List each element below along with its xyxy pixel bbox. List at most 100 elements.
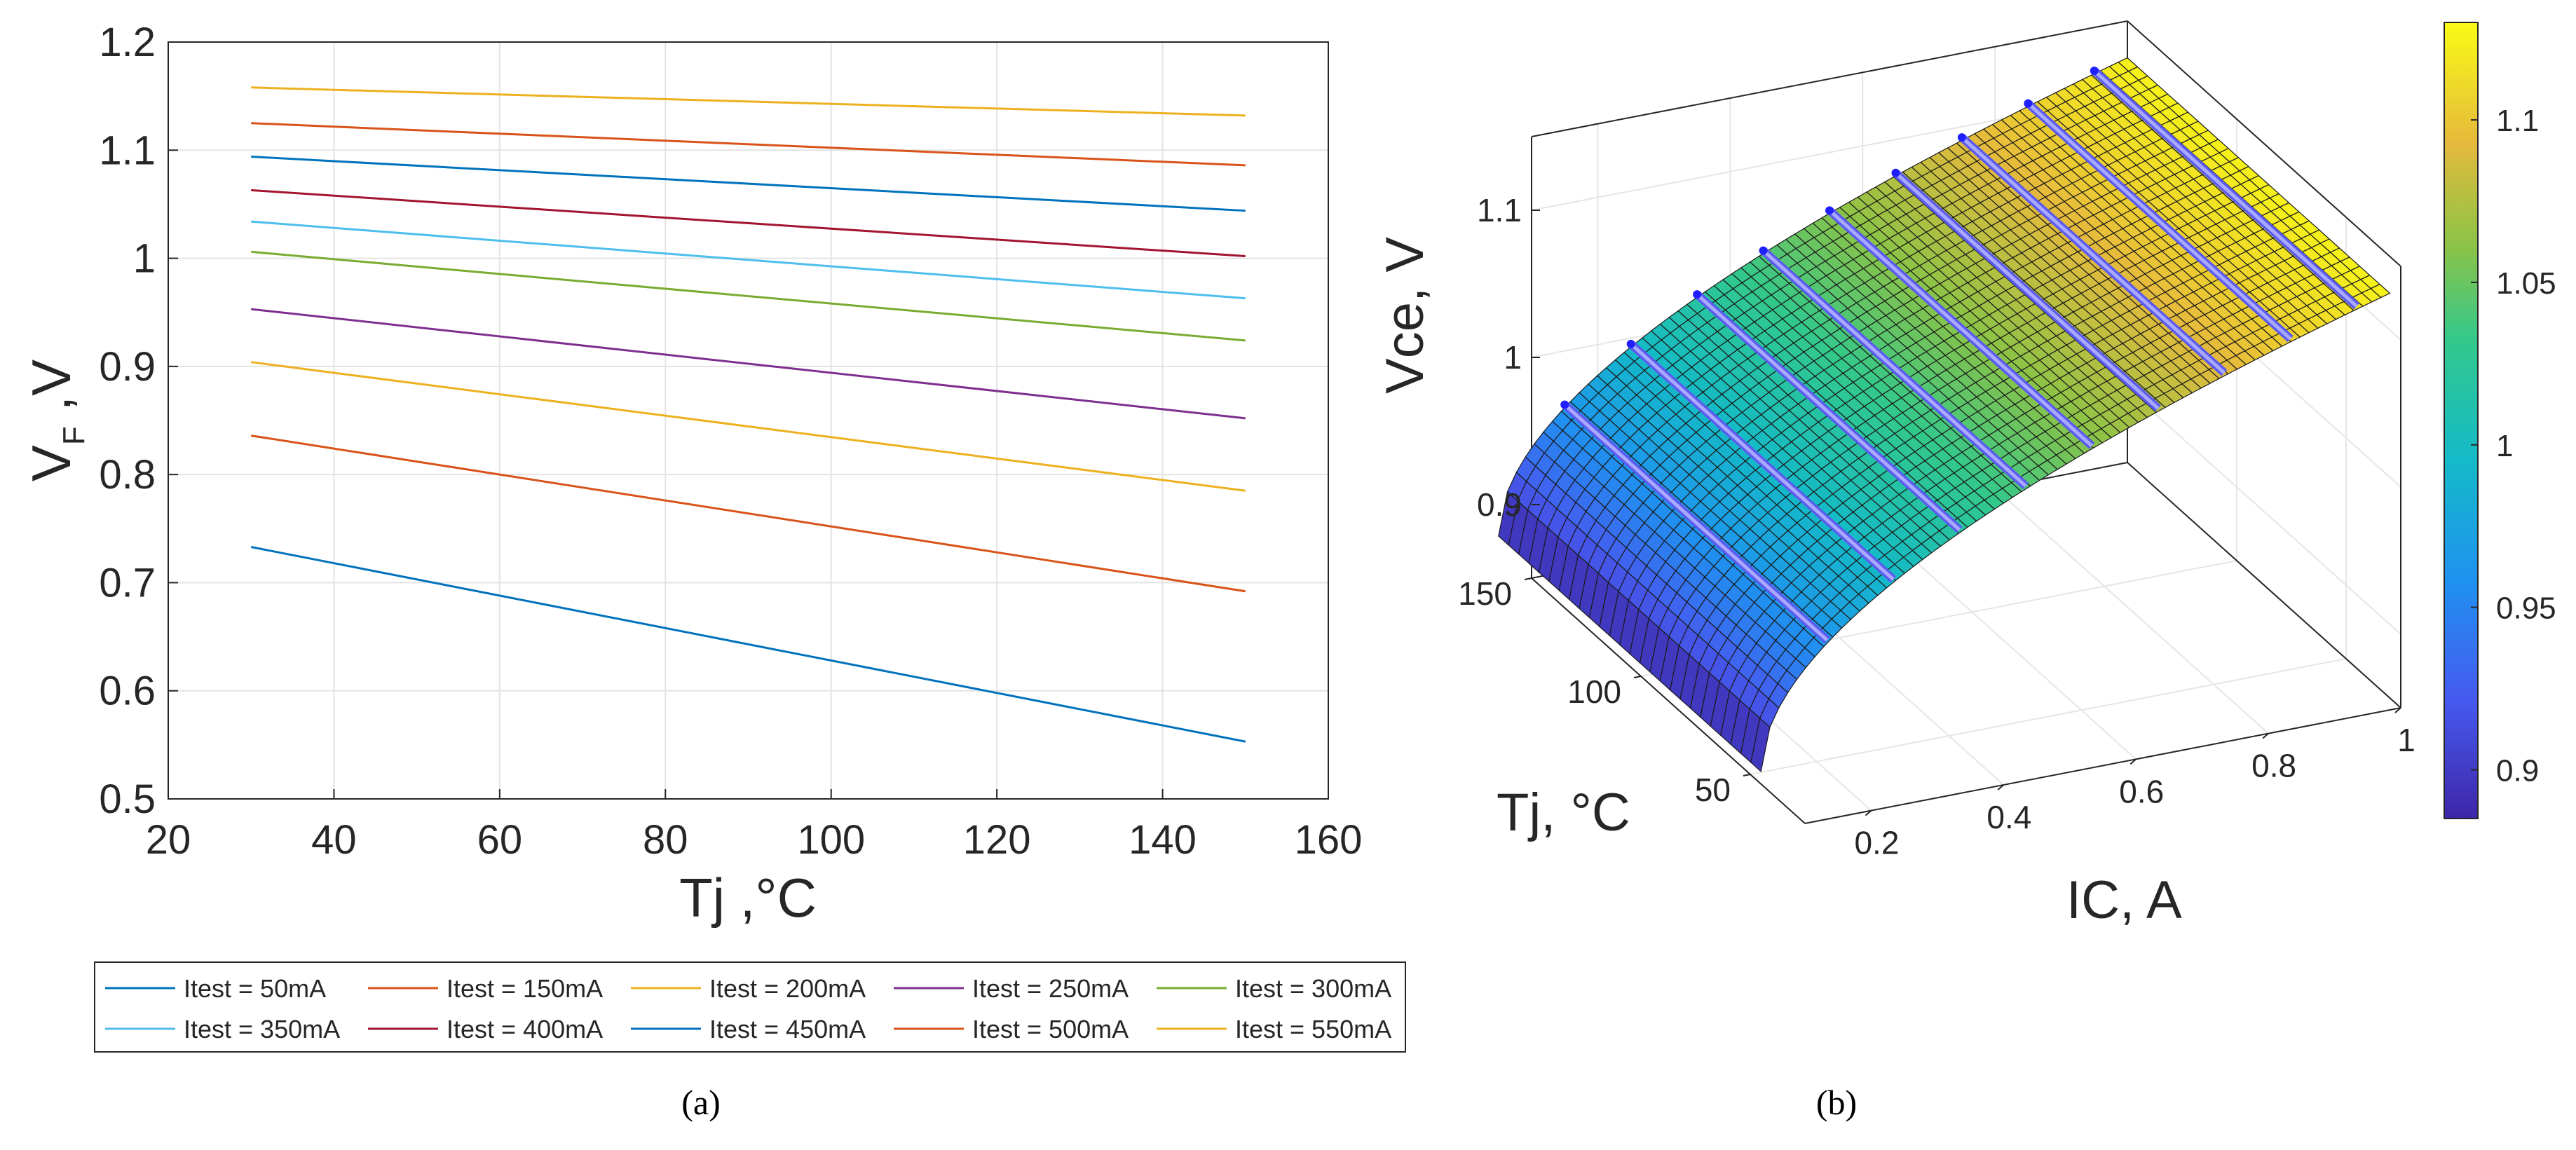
x-tick-mark	[2129, 758, 2137, 765]
axis-ticks: 20 40 60 80 100 120 140 160 0.5 0.6 0.7 0.8 0.9 1 1.1 1…	[99, 20, 1362, 863]
z-tick-label: 1	[1504, 339, 1522, 376]
x-tick-label: 80	[643, 817, 688, 863]
y-tick-label: 0.9	[99, 344, 156, 390]
x-tick-label: 0.6	[2119, 773, 2164, 809]
measured-line-highlight	[1761, 249, 2027, 488]
side-grid-line	[2127, 388, 2401, 635]
x-tick-label: 20	[146, 817, 191, 863]
y-tick-label: 1.1	[99, 128, 156, 173]
measured-line-highlight	[1696, 293, 1961, 531]
x-axis-label: Tj ,°C	[679, 867, 817, 929]
measured-point	[1560, 400, 1569, 409]
surface-patch	[2118, 57, 2139, 72]
y-tick-label: 0.6	[99, 669, 156, 714]
caption-b: (b)	[1816, 1083, 1857, 1122]
axis-edge	[1531, 577, 1806, 824]
measured-point	[1825, 206, 1834, 215]
x-tick-mark	[2262, 732, 2269, 739]
axis-edge	[2127, 462, 2401, 709]
legend-entry-label: Itest = 450mA	[709, 1015, 866, 1043]
series-lines	[250, 86, 1246, 743]
floor-grid-line	[1750, 658, 2347, 775]
caption-a: (a)	[681, 1083, 721, 1122]
colorbar-tick-label: 1.05	[2496, 266, 2556, 301]
y-tick-label: 1	[133, 236, 156, 282]
x-tick-label: 0.2	[1854, 825, 1899, 861]
series-line-3	[251, 361, 1246, 492]
series-line-4	[251, 308, 1246, 420]
x-tick-label: 160	[1295, 817, 1363, 863]
legend-box	[94, 961, 1406, 1053]
legend-entry-label: Itest = 50mA	[184, 974, 326, 1003]
axis-edge	[1804, 707, 2401, 824]
y-tick-label: 0.7	[99, 560, 156, 605]
colorbar-tick-label: 0.9	[2496, 753, 2539, 788]
axis-edge	[1531, 20, 2128, 137]
measured-line-highlight	[1894, 171, 2160, 410]
legend-entry-label: Itest = 500mA	[972, 1015, 1129, 1043]
series-line-7	[251, 189, 1246, 257]
measured-point	[2024, 99, 2033, 108]
series-line-2	[250, 434, 1246, 593]
legend-entry-label: Itest = 200mA	[709, 974, 866, 1003]
colorbar: 0.9 0.95 1 1.05 1.1	[2444, 22, 2556, 819]
series-line-8	[251, 156, 1246, 212]
surface-mesh	[1498, 57, 2391, 773]
plot-area-border	[168, 41, 1329, 800]
series-line-10	[251, 86, 1246, 117]
series-line-9	[251, 122, 1246, 167]
y-tick-label: 100	[1567, 673, 1621, 710]
measured-point	[1891, 168, 1900, 177]
measured-point	[1693, 290, 1702, 299]
measured-point	[1957, 133, 1966, 142]
grid	[168, 41, 1329, 800]
axis-edge	[2127, 20, 2401, 267]
x-tick-label: 140	[1129, 817, 1197, 863]
measured-point	[2090, 67, 2099, 76]
y-tick-mark	[1524, 577, 1532, 580]
colorbar-tick-label: 0.95	[2496, 591, 2556, 626]
colorbar-tick-label: 1	[2496, 429, 2513, 463]
measured-points	[1560, 67, 2360, 643]
measured-line-highlight	[1828, 209, 2094, 448]
plot-area-background	[168, 42, 1328, 799]
y-axis-label: Tj, °C	[1497, 783, 1630, 842]
legend-entry-label: Itest = 550mA	[1235, 1015, 1391, 1043]
floor-grid-line	[1994, 487, 2269, 734]
measured-point	[1626, 339, 1635, 348]
y-tick-label: 150	[1458, 575, 1512, 612]
measured-point	[1759, 246, 1768, 255]
measured-line-highlight	[1961, 136, 2226, 374]
x-tick-mark	[1865, 809, 1872, 816]
series-line-1	[250, 546, 1246, 743]
measured-line-highlight	[1629, 342, 1895, 581]
y-tick-mark	[1743, 774, 1751, 776]
line-chart-panel: 20 40 60 80 100 120 140 160 0.5 0.6 0.7 0.8 0.9 1 1.1 1…	[20, 20, 1406, 1122]
x-tick-label: 100	[797, 817, 865, 863]
measured-line-highlight	[1563, 403, 1829, 642]
legend-entry-label: Itest = 250mA	[972, 974, 1129, 1003]
measured-line-highlight	[2093, 69, 2358, 308]
y-tick-mark	[1633, 676, 1642, 678]
series-line-5	[251, 250, 1246, 342]
legend-entry-label: Itest = 300mA	[1235, 974, 1391, 1003]
x-tick-label: 40	[311, 817, 357, 863]
measured-line-highlight	[2026, 102, 2292, 341]
legend-entry-label: Itest = 150mA	[447, 974, 603, 1003]
y-tick-label: 50	[1695, 772, 1731, 808]
y-axis-label: VF ,V	[20, 360, 91, 481]
y-tick-label: 0.5	[99, 776, 156, 822]
z-tick-label: 1.1	[1477, 192, 1522, 228]
colorbar-tick-label: 1.1	[2496, 104, 2539, 138]
x-tick-label: 60	[477, 817, 523, 863]
x-tick-mark	[1997, 784, 2004, 790]
x-axis-label: IC, A	[2066, 870, 2182, 930]
legend-entry-label: Itest = 400mA	[447, 1015, 603, 1043]
z-axis-label: Vce, V	[1375, 237, 1435, 394]
series-line-6	[251, 220, 1246, 300]
legend: Itest = 50mA Itest = 150mA Itest = 200mA It…	[94, 961, 1406, 1053]
y-tick-label: 1.2	[99, 20, 156, 65]
